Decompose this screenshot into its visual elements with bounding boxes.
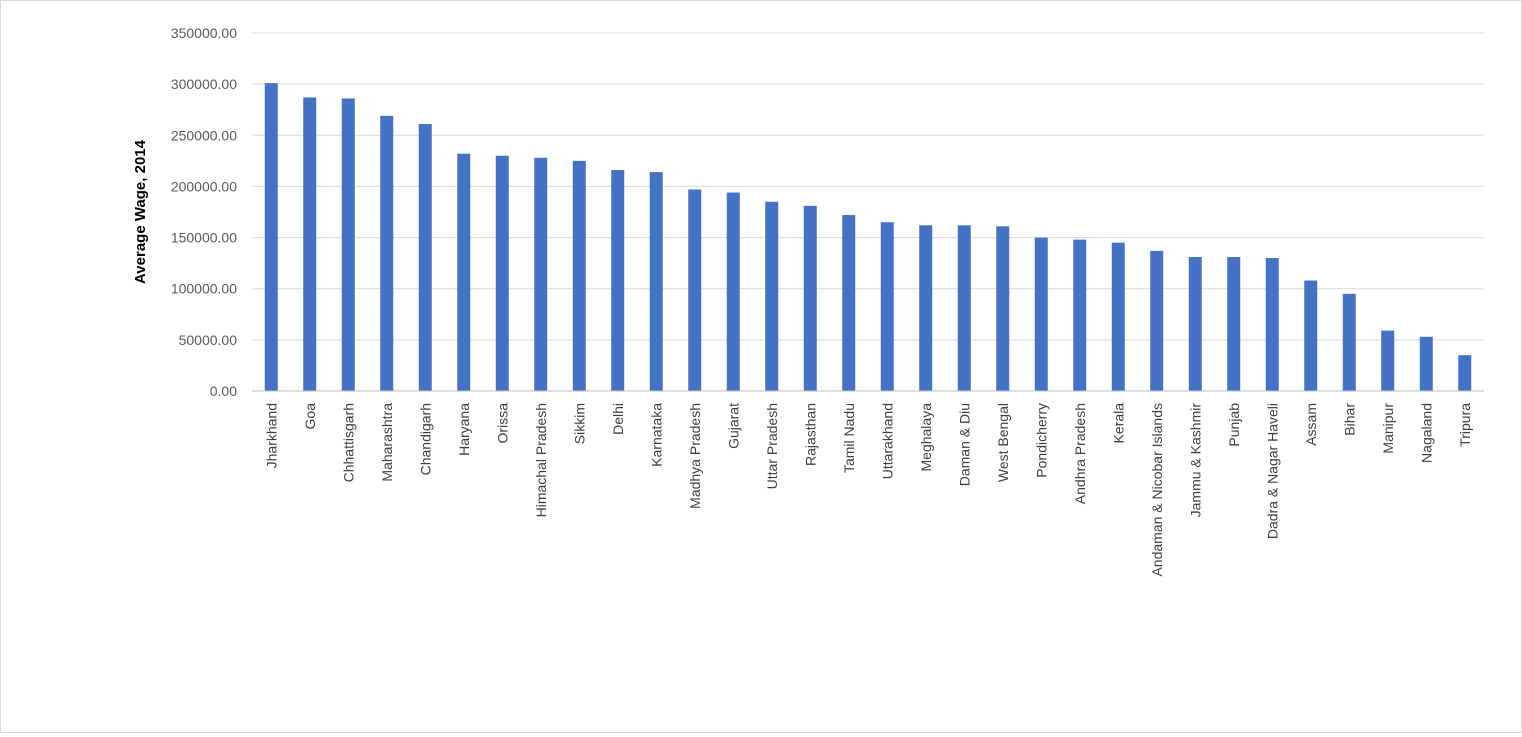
x-tick-label: Kerala [1110,403,1126,444]
x-tick-label: Pondicherry [1033,403,1049,478]
x-tick-label: Maharashtra [379,403,395,482]
bar [341,98,355,391]
y-tick-label: 250000.00 [171,127,237,143]
y-tick-label: 300000.00 [171,76,237,92]
bar [1265,258,1279,391]
bar [457,153,471,391]
bar [957,225,971,391]
bars [264,83,1472,392]
bar [688,189,702,391]
x-tick-label: Jharkhand [263,403,279,468]
x-tick-label: Orissa [494,403,510,444]
x-tick-label: Daman & Diu [956,403,972,486]
bar [1111,242,1125,391]
bar [1227,257,1241,391]
bar [1381,330,1395,391]
bar [1458,355,1472,391]
bar [649,172,663,391]
x-tick-label: Himachal Pradesh [533,403,549,517]
x-tick-label: Uttar Pradesh [764,403,780,489]
x-tick-label: Tripura [1457,403,1473,447]
bar [534,157,548,391]
y-tick-label: 350000.00 [171,25,237,41]
bar [303,97,317,391]
bar [1342,293,1356,391]
x-tick-label: Meghalaya [918,403,934,472]
x-tick-label: Dadra & Nagar Haveli [1264,403,1280,539]
y-tick-label: 50000.00 [179,332,238,348]
y-tick-label: 0.00 [210,383,237,399]
bar [1034,237,1048,391]
x-tick-label: Madhya Pradesh [687,403,703,509]
y-tick-label: 100000.00 [171,281,237,297]
bar [842,215,856,391]
bar [726,192,740,391]
y-tick-label: 150000.00 [171,230,237,246]
x-tick-label: Nagaland [1418,403,1434,463]
bar [1188,257,1202,391]
x-tick-label: Assam [1303,403,1319,446]
bar [380,115,394,391]
bar [1150,250,1164,391]
x-tick-label: Uttarakhand [879,403,895,479]
bar [1304,280,1318,391]
bar [418,124,432,391]
x-tick-label: Tamil Nadu [841,403,857,473]
x-tick-label: Andaman & Nicobar Islands [1149,403,1165,577]
y-axis-title: Average Wage, 2014 [132,139,149,284]
x-axis-labels: Jharkhand Goa Chhattisgarh Maharashtra Chand… [263,403,1473,577]
x-tick-label: Chandigarh [417,403,433,475]
x-tick-label: Delhi [610,403,626,435]
x-tick-label: Chhattisgarh [340,403,356,482]
x-tick-label: Manipur [1380,403,1396,454]
bar [611,170,625,391]
bar [495,155,509,391]
bar [996,226,1010,391]
x-tick-label: Jammu & Kashmir [1187,403,1203,518]
x-tick-label: Karnataka [648,403,664,467]
bar [572,160,586,391]
x-tick-label: Gujarat [725,403,741,449]
gridlines [252,32,1484,341]
bar [919,225,933,391]
bar [1073,239,1087,391]
x-tick-label: West Bengal [995,403,1011,482]
x-tick-label: Haryana [456,403,472,456]
x-tick-label: Rajasthan [802,403,818,466]
bar [264,83,278,392]
x-tick-label: Bihar [1341,403,1357,436]
bar [1419,336,1433,391]
x-tick-label: Sikkim [571,403,587,444]
y-axis-ticks: 0.00 50000.00 100000.00 150000.00 200000.00 2… [171,25,237,399]
bar [765,201,779,391]
x-tick-label: Punjab [1226,403,1242,447]
x-tick-label: Goa [302,403,318,430]
bar [880,222,894,391]
bar [803,205,817,391]
y-tick-label: 200000.00 [171,178,237,194]
x-tick-label: Andhra Pradesh [1072,403,1088,504]
